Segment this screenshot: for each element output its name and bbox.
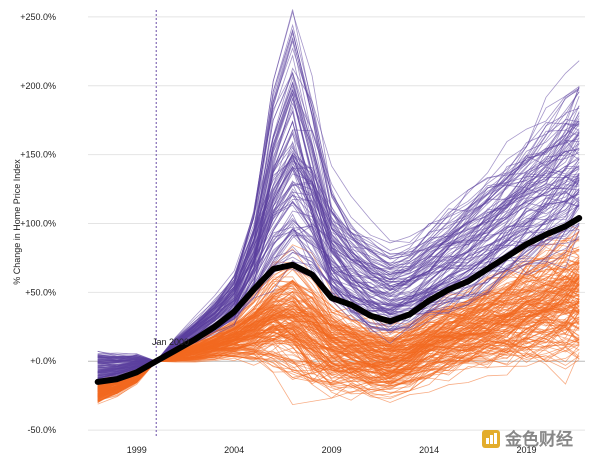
- average-line: [94, 215, 583, 385]
- y-tick-label: +200.0%: [20, 81, 56, 91]
- x-tick-label: 2019: [517, 445, 537, 455]
- orange-series-lines: [97, 216, 580, 406]
- y-axis-label: % Change in Home Price Index: [12, 159, 22, 285]
- purple-series-line: [97, 133, 580, 364]
- y-axis: +250.0% +200.0% +150.0% +100.0% +50.0% +0.0% -…: [20, 12, 56, 435]
- orange-series-line: [97, 290, 580, 390]
- orange-series-line: [97, 277, 580, 393]
- purple-series-line: [97, 91, 580, 362]
- watermark-logo: 金色财经: [482, 429, 573, 450]
- orange-series-line: [97, 272, 580, 386]
- purple-series-line: [97, 142, 580, 379]
- x-tick-label: 2014: [419, 445, 439, 455]
- purple-series-line: [97, 60, 580, 362]
- purple-series-line: [97, 122, 580, 362]
- reference-label: Jan 2000: [152, 337, 189, 347]
- watermark-text: 金色财经: [504, 429, 573, 450]
- y-tick-label: +100.0%: [20, 219, 56, 229]
- purple-series-line: [97, 37, 580, 362]
- x-tick-label: 1999: [127, 445, 147, 455]
- orange-series-line: [97, 289, 580, 396]
- orange-series-line: [97, 276, 580, 391]
- y-tick-label: -50.0%: [27, 425, 56, 435]
- orange-series-line: [97, 325, 580, 400]
- x-tick-label: 2004: [224, 445, 244, 455]
- y-tick-label: +150.0%: [20, 150, 56, 160]
- orange-series-line: [97, 290, 580, 399]
- purple-series-line: [97, 161, 580, 370]
- orange-series-line: [97, 339, 580, 400]
- y-tick-label: +250.0%: [20, 12, 56, 22]
- y-tick-label: +50.0%: [25, 287, 56, 297]
- x-axis: 1999 2004 2009 2014 2019: [127, 445, 537, 455]
- orange-series-line: [97, 281, 580, 396]
- orange-series-line: [97, 340, 580, 403]
- purple-series-line: [97, 31, 580, 362]
- orange-series-line: [97, 292, 580, 402]
- orange-series-line: [97, 300, 580, 392]
- y-tick-label: +0.0%: [30, 356, 56, 366]
- x-tick-label: 2009: [322, 445, 342, 455]
- black-average-line: [94, 215, 583, 385]
